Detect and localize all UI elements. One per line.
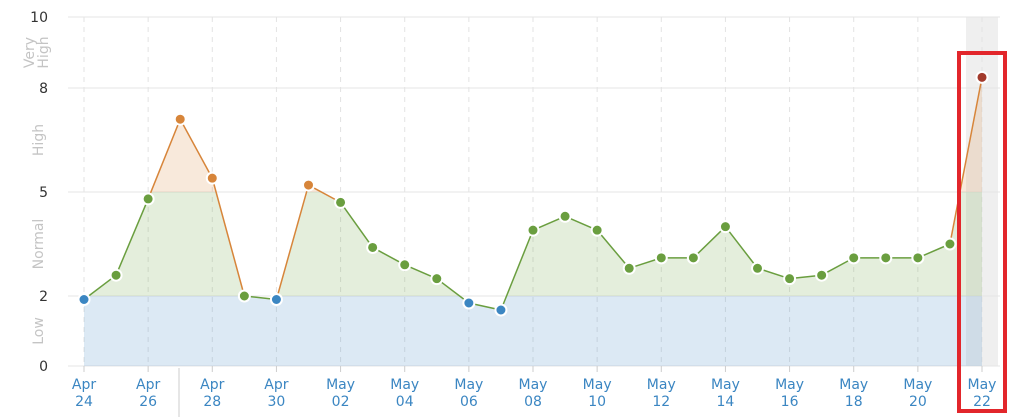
x-tick-label-line2: 30 [268,394,286,410]
line-segment [949,77,983,245]
line-segment [500,229,534,311]
x-tick-label-line2: 04 [396,394,414,410]
x-tick-label-line2: 12 [652,394,670,410]
data-point [943,237,957,251]
data-point [911,251,925,265]
x-tick-label-line2: 14 [717,394,735,410]
line-segment [211,177,246,297]
x-tick-label-line1: May [903,377,932,393]
line-segment [83,274,117,301]
x-tick-label-line2: 08 [524,394,542,410]
data-point [751,261,764,275]
line-segment [275,184,310,300]
data-point [398,258,412,272]
x-tick-label-line1: Apr [136,377,160,393]
data-point [590,223,604,237]
data-point [237,289,251,303]
x-tick-label-line1: May [583,377,612,393]
x-tick-label-line1: Apr [200,377,224,393]
band-label: Very [22,37,38,68]
data-point [302,178,315,192]
data-point [77,293,91,306]
y-axis-ticks: 0 2 5 8 10 [30,10,48,375]
data-point [622,261,636,275]
data-point [141,192,155,206]
x-tick-label-line1: Apr [264,377,288,393]
y-tick-label: 5 [39,185,48,201]
data-point [975,70,989,84]
area-low [84,296,982,366]
data-point [879,251,893,265]
x-tick-label-line2: 22 [973,394,991,410]
data-point [430,272,444,286]
x-tick-label-line1: May [390,377,419,393]
data-point [109,268,123,282]
x-tick-label-line1: May [454,377,483,393]
line-segment [339,201,374,248]
x-tick-label-line2: 06 [460,394,478,410]
y-tick-label: 2 [39,289,48,305]
data-point [269,293,283,306]
x-tick-label-line1: May [326,377,355,393]
series-line [83,77,983,311]
x-tick-label-line2: 28 [203,394,221,410]
data-point [334,195,348,209]
line-segment [692,226,726,259]
data-point [718,220,732,234]
x-tick-label-line2: 24 [75,394,93,410]
x-tick-label-line2: 16 [781,394,799,410]
highlight-box [957,51,1007,413]
data-point [686,251,700,265]
series-points [77,70,989,317]
data-point [205,171,219,185]
band-label: Low [31,317,47,345]
x-tick-label-line2: 20 [909,394,927,410]
x-tick-label-line1: Apr [72,377,96,393]
data-point [654,251,668,265]
data-point [847,251,861,265]
x-axis-ticks: Apr24Apr26Apr28Apr30May02May04May06May08… [72,366,997,417]
line-segment [179,118,213,179]
x-tick-label-line1: May [775,377,804,393]
x-tick-label-line1: May [519,377,548,393]
data-point [462,296,476,310]
highlight-box-rect [957,51,1007,413]
x-tick-label-line2: 26 [139,394,157,410]
band-label: Normal [31,219,47,270]
data-point [558,209,572,223]
x-tick-label-line2: 18 [845,394,863,410]
x-tick-label-line2: 02 [332,394,350,410]
y-tick-label: 8 [39,81,48,97]
data-point [526,223,540,237]
y-tick-label: 10 [30,10,48,26]
x-tick-label-line1: May [968,377,997,393]
data-point [173,112,187,126]
x-tick-label-line2: 10 [588,394,606,410]
line-segment [596,229,630,269]
band-label: High [31,124,47,156]
line-segment [115,198,149,276]
data-point [366,240,380,254]
data-point [783,272,797,286]
data-point [494,303,508,317]
data-point [815,268,829,282]
x-tick-label-line1: May [711,377,740,393]
line-segment [147,118,181,200]
y-tick-label: 0 [39,359,48,375]
line-segment [436,278,470,304]
band-label: High [36,36,52,68]
x-tick-label-line1: May [839,377,868,393]
x-tick-label-line1: May [647,377,676,393]
line-segment [724,226,759,269]
